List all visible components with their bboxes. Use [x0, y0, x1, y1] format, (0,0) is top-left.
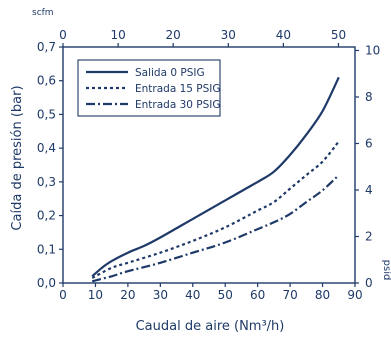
- top-x-tick-label: 10: [110, 28, 125, 42]
- y-axis-label: Caída de presión (bar): [10, 85, 25, 230]
- legend: Salida 0 PSIG Entrada 15 PSIG Entrada 30 P…: [77, 59, 221, 117]
- plot-frame: [62, 46, 356, 284]
- x-tick-label: 20: [120, 288, 135, 302]
- legend-label: Salida 0 PSIG: [135, 67, 205, 79]
- legend-label: Entrada 15 PSIG: [135, 83, 221, 95]
- y-tick-label: 0,7: [37, 40, 56, 54]
- x-tick-label: 70: [282, 288, 297, 302]
- top-x-tick-label: 30: [221, 28, 236, 42]
- legend-label: Entrada 30 PSIG: [135, 99, 221, 111]
- x-axis-label: Caudal de aire (Nm³/h): [136, 319, 285, 334]
- top-x-tick-label: 20: [166, 28, 181, 42]
- x-tick-label: 10: [88, 288, 103, 302]
- y-tick-label: 0,2: [37, 209, 56, 223]
- top-x-tick-label: 0: [59, 28, 67, 42]
- top-axis-label: scfm: [32, 8, 54, 18]
- legend-box: [77, 59, 221, 117]
- series-lines: [91, 76, 340, 283]
- x-tick-label: 50: [218, 288, 233, 302]
- x-tick-label: 90: [347, 288, 362, 302]
- axes: 0 10 20 30 40 50 60 70 80 900,00,10,20,30,40,50,6…: [37, 28, 380, 302]
- x-tick-label: 0: [59, 288, 67, 302]
- right-y-tick-label: 2: [365, 229, 373, 243]
- right-axis-label: psid: [381, 260, 391, 281]
- right-y-tick-label: 6: [365, 136, 373, 150]
- y-tick-label: 0,0: [37, 276, 56, 290]
- x-tick-label: 60: [250, 288, 265, 302]
- right-y-tick-label: 10: [365, 43, 380, 57]
- y-tick-label: 0,3: [37, 175, 56, 189]
- y-tick-label: 0,4: [37, 141, 56, 155]
- series-line: [91, 76, 340, 278]
- x-tick-label: 30: [153, 288, 168, 302]
- right-y-tick-label: 8: [365, 90, 373, 104]
- top-x-tick-label: 50: [331, 28, 346, 42]
- y-tick-label: 0,1: [37, 242, 56, 256]
- top-x-tick-label: 40: [276, 28, 291, 42]
- y-tick-label: 0,6: [37, 74, 56, 88]
- x-tick-label: 40: [185, 288, 200, 302]
- y-tick-label: 0,5: [37, 107, 56, 121]
- x-tick-label: 80: [315, 288, 330, 302]
- right-y-tick-label: 0: [365, 276, 373, 290]
- right-y-tick-label: 4: [365, 183, 373, 197]
- series-line: [91, 174, 340, 283]
- series-line: [91, 140, 340, 279]
